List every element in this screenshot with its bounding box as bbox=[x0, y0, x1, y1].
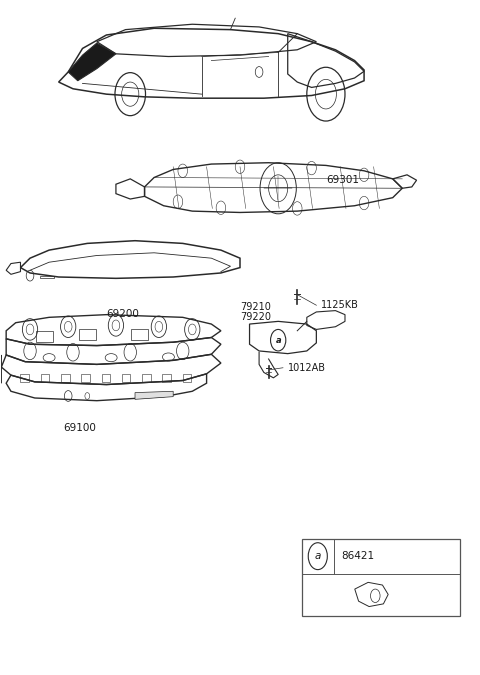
Text: 1125KB: 1125KB bbox=[321, 300, 359, 310]
Text: 79220: 79220 bbox=[240, 313, 271, 323]
Polygon shape bbox=[68, 43, 116, 81]
Text: a: a bbox=[276, 335, 281, 345]
Text: a: a bbox=[314, 551, 321, 561]
Text: 69100: 69100 bbox=[63, 423, 96, 433]
Text: 1012AB: 1012AB bbox=[288, 362, 326, 373]
Text: 86421: 86421 bbox=[342, 551, 375, 561]
Text: 69200: 69200 bbox=[107, 309, 139, 319]
Polygon shape bbox=[135, 392, 173, 400]
Text: 69301: 69301 bbox=[326, 175, 359, 184]
Text: 79210: 79210 bbox=[240, 302, 271, 313]
